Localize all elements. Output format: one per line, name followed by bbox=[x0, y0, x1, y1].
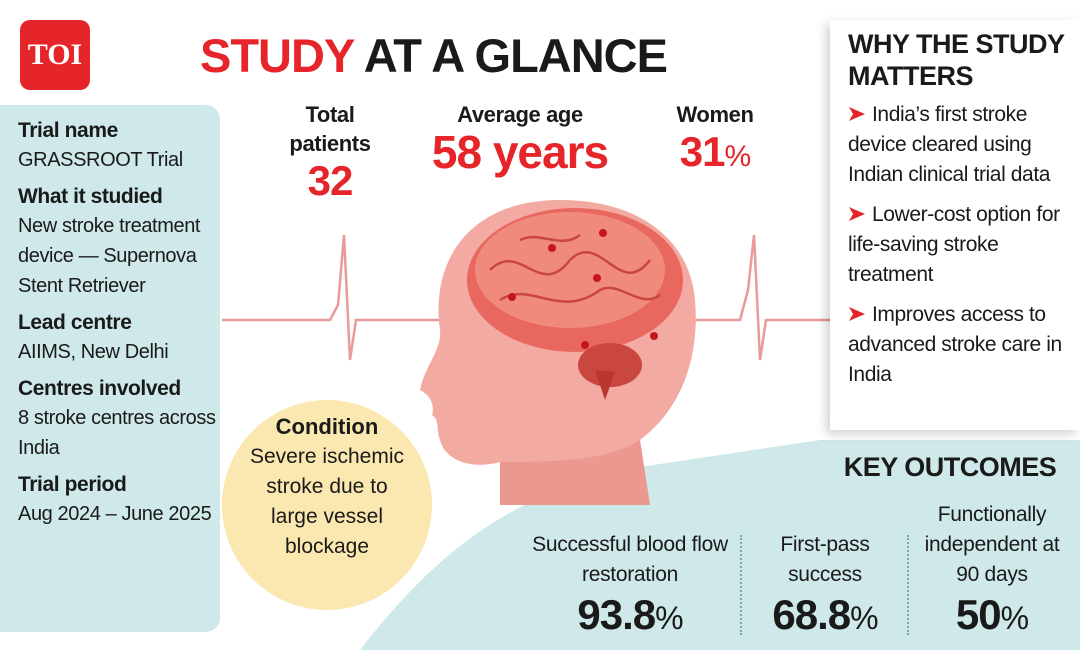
cerebellum bbox=[578, 343, 642, 387]
stat-value: 58 years bbox=[431, 126, 609, 178]
outcome-number: 93.8 bbox=[577, 591, 656, 638]
outcome-number: 68.8 bbox=[772, 591, 851, 638]
bullet-arrow bbox=[849, 307, 865, 321]
detail-item: What it studied New stroke treatment devi… bbox=[18, 183, 220, 301]
stat: Women 31% bbox=[655, 100, 775, 180]
outcome: Functionally independent at 90 days 50% bbox=[912, 500, 1072, 643]
why-point: Lower-cost option for life-saving stroke… bbox=[848, 200, 1070, 290]
brainstem bbox=[595, 370, 615, 400]
arrow-shape bbox=[849, 307, 865, 321]
why-text: Improves access to advanced stroke care … bbox=[848, 303, 1062, 386]
detail-value: GRASSROOT Trial bbox=[18, 149, 183, 171]
detail-item: Centres involved 8 stroke centres across … bbox=[18, 375, 220, 463]
separator bbox=[907, 535, 909, 635]
detail-value: AIIMS, New Delhi bbox=[18, 341, 169, 363]
outcome-value: 68.8% bbox=[745, 590, 905, 643]
outcome-unit: % bbox=[1000, 600, 1029, 636]
title-rest: AT A GLANCE bbox=[363, 29, 668, 82]
brain-highlight bbox=[475, 212, 665, 328]
title: STUDY AT A GLANCE bbox=[200, 28, 668, 83]
outcome-unit: % bbox=[655, 600, 683, 636]
bullet-arrow bbox=[849, 207, 865, 221]
detail-item: Lead centre AIIMS, New Delhi bbox=[18, 309, 220, 367]
outcome: First-pass success 68.8% bbox=[745, 500, 905, 643]
outcome-label: First-pass success bbox=[780, 533, 870, 586]
stat-number: 31 bbox=[679, 128, 726, 175]
title-highlight: STUDY bbox=[200, 29, 354, 82]
why-text: India’s first stroke device cleared usin… bbox=[848, 103, 1051, 186]
detail-value: New stroke treatment device — Supernova … bbox=[18, 215, 201, 297]
detail-item: Trial name GRASSROOT Trial bbox=[18, 117, 220, 175]
stat-label: Women bbox=[676, 102, 754, 127]
stat: Total patients 32 bbox=[265, 100, 395, 204]
stat-label: Total patients bbox=[289, 102, 371, 156]
separator bbox=[740, 535, 742, 635]
outcome-number: 50 bbox=[955, 591, 1002, 638]
stat-value: 31% bbox=[655, 129, 775, 180]
stat-label: Average age bbox=[457, 102, 583, 127]
detail-label: Lead centre bbox=[18, 311, 132, 334]
outcomes-background bbox=[360, 440, 1080, 650]
arrow-shape bbox=[849, 207, 865, 221]
condition-label: Condition bbox=[275, 414, 379, 439]
detail-label: Trial name bbox=[18, 119, 118, 142]
bullet-arrow bbox=[849, 107, 865, 121]
detail-label: What it studied bbox=[18, 185, 163, 208]
logo: TOI bbox=[20, 20, 90, 90]
why-list: India’s first stroke device cleared usin… bbox=[848, 100, 1070, 390]
arrow-shape bbox=[849, 107, 865, 121]
detail-label: Centres involved bbox=[18, 377, 181, 400]
spots bbox=[508, 229, 658, 349]
stat: Average age 58 years bbox=[410, 100, 630, 175]
why-point: India’s first stroke device cleared usin… bbox=[848, 100, 1070, 190]
condition: Condition Severe ischemic stroke due to … bbox=[222, 400, 432, 610]
why-text: Lower-cost option for life-saving stroke… bbox=[848, 203, 1060, 286]
outcome: Successful blood flow restoration 93.8% bbox=[530, 500, 730, 643]
outcome-label: Functionally independent at 90 days bbox=[924, 503, 1060, 586]
why-title: WHY THE STUDY MATTERS bbox=[848, 29, 1065, 91]
outcome-unit: % bbox=[850, 600, 878, 636]
stat-unit: % bbox=[724, 140, 752, 173]
stat-value: 32 bbox=[307, 157, 354, 204]
detail-label: Trial period bbox=[18, 473, 127, 496]
brain-folds bbox=[489, 233, 661, 303]
outcome-value: 50% bbox=[912, 590, 1072, 643]
why-panel: WHY THE STUDY MATTERS India’s first stro… bbox=[830, 20, 1080, 430]
outcome-value: 93.8% bbox=[530, 590, 730, 643]
detail-value: 8 stroke centres across India bbox=[18, 407, 216, 459]
detail-item: Trial period Aug 2024 – June 2025 bbox=[18, 471, 220, 529]
outcome-label: Successful blood flow restoration bbox=[532, 533, 728, 586]
why-point: Improves access to advanced stroke care … bbox=[848, 300, 1070, 390]
neck bbox=[500, 440, 650, 505]
details-panel: Trial name GRASSROOT Trial What it studied… bbox=[0, 105, 220, 632]
outcomes-title: KEY OUTCOMES bbox=[843, 452, 1057, 482]
condition-value: Severe ischemic stroke due to large vess… bbox=[249, 445, 405, 558]
detail-value: Aug 2024 – June 2025 bbox=[18, 503, 212, 525]
